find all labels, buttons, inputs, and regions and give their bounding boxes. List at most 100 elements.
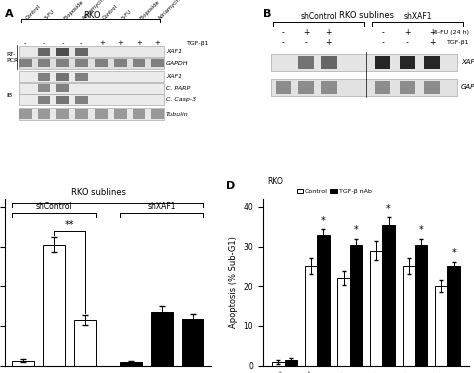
Text: -: - (381, 38, 384, 47)
Text: +: + (99, 40, 105, 46)
Text: shXAF1: shXAF1 (147, 202, 176, 211)
Bar (75, 96, 88, 104)
Bar (370, 251, 383, 366)
Bar (12, 361, 34, 366)
Bar (402, 266, 415, 366)
Text: XAF1: XAF1 (166, 74, 182, 79)
Text: -: - (305, 38, 308, 47)
Bar (400, 56, 415, 69)
Bar (375, 56, 390, 69)
Bar (56, 96, 69, 104)
Text: B: B (263, 9, 271, 19)
Text: C. PARP: C. PARP (166, 86, 190, 91)
Text: -: - (282, 28, 285, 37)
Bar (120, 362, 142, 366)
Bar (37, 84, 50, 92)
Text: *: * (386, 204, 391, 214)
Bar (305, 266, 317, 366)
Text: D: D (226, 181, 235, 191)
Text: *: * (321, 216, 326, 226)
Text: +: + (118, 40, 123, 46)
Bar (447, 266, 460, 366)
Bar (299, 81, 314, 94)
Bar (37, 96, 50, 104)
Text: -: - (61, 40, 64, 46)
Bar (321, 56, 337, 69)
Text: GAPDH: GAPDH (166, 61, 188, 66)
Text: Control: Control (102, 4, 119, 21)
Text: RKO sublines: RKO sublines (71, 188, 126, 197)
Bar (19, 59, 32, 67)
Bar (133, 109, 146, 119)
Text: XAF1: XAF1 (166, 49, 182, 54)
Bar (435, 286, 447, 366)
Text: -: - (24, 40, 27, 46)
Text: shXAF1: shXAF1 (403, 12, 432, 21)
Bar (321, 81, 337, 94)
Bar (151, 109, 164, 119)
Text: *: * (451, 248, 456, 258)
Bar (400, 81, 415, 94)
Bar (56, 84, 69, 92)
Text: +: + (155, 40, 161, 46)
Bar (182, 319, 203, 366)
Bar (350, 245, 362, 366)
Bar (56, 109, 69, 119)
Text: +: + (326, 28, 332, 37)
Bar (151, 59, 164, 67)
Text: 5-FU (24 h): 5-FU (24 h) (434, 30, 469, 35)
Text: 5-FU: 5-FU (120, 9, 132, 21)
Bar (424, 56, 440, 69)
Text: XAF1: XAF1 (461, 59, 474, 65)
Bar (114, 109, 127, 119)
Text: C. Casp-3: C. Casp-3 (166, 97, 196, 103)
Text: TGF-β1: TGF-β1 (447, 40, 469, 45)
Bar (19, 58, 164, 69)
Text: RKO sublines: RKO sublines (338, 11, 393, 20)
Bar (75, 72, 88, 81)
Bar (43, 245, 65, 366)
Text: +: + (429, 28, 435, 37)
Text: *: * (419, 225, 423, 235)
Text: GAPDH: GAPDH (461, 84, 474, 90)
Bar (375, 81, 390, 94)
Bar (114, 59, 127, 67)
Text: Adriamycin: Adriamycin (157, 0, 182, 21)
Text: +: + (303, 28, 310, 37)
Text: Etoposide: Etoposide (139, 0, 161, 21)
Text: RT-
PCR: RT- PCR (7, 52, 19, 63)
Text: Control: Control (26, 4, 42, 21)
Text: 5-FU: 5-FU (44, 9, 56, 21)
Text: IB: IB (7, 93, 13, 98)
Bar (37, 47, 50, 56)
Bar (56, 47, 69, 56)
Bar (56, 59, 69, 67)
Bar (19, 108, 164, 120)
Bar (415, 245, 427, 366)
Bar (19, 71, 164, 82)
Bar (317, 235, 329, 366)
Text: -: - (80, 40, 82, 46)
Text: shControl: shControl (36, 202, 73, 211)
Bar (271, 79, 457, 96)
Text: RKO: RKO (82, 11, 100, 20)
Bar (95, 59, 108, 67)
Bar (284, 360, 297, 366)
Bar (337, 278, 350, 366)
Bar (383, 225, 395, 366)
Bar (75, 47, 88, 56)
Bar (37, 72, 50, 81)
Bar (74, 320, 96, 366)
Bar (272, 361, 284, 366)
Bar (56, 72, 69, 81)
Bar (75, 59, 88, 67)
Bar (37, 59, 50, 67)
Bar (151, 312, 173, 366)
Bar (276, 81, 291, 94)
Legend: Control, TGF-β nAb: Control, TGF-β nAb (297, 189, 372, 194)
Text: RKO: RKO (267, 177, 283, 186)
Bar (19, 46, 164, 57)
Bar (19, 83, 164, 94)
Text: +: + (136, 40, 142, 46)
Text: Etoposide: Etoposide (63, 0, 84, 21)
